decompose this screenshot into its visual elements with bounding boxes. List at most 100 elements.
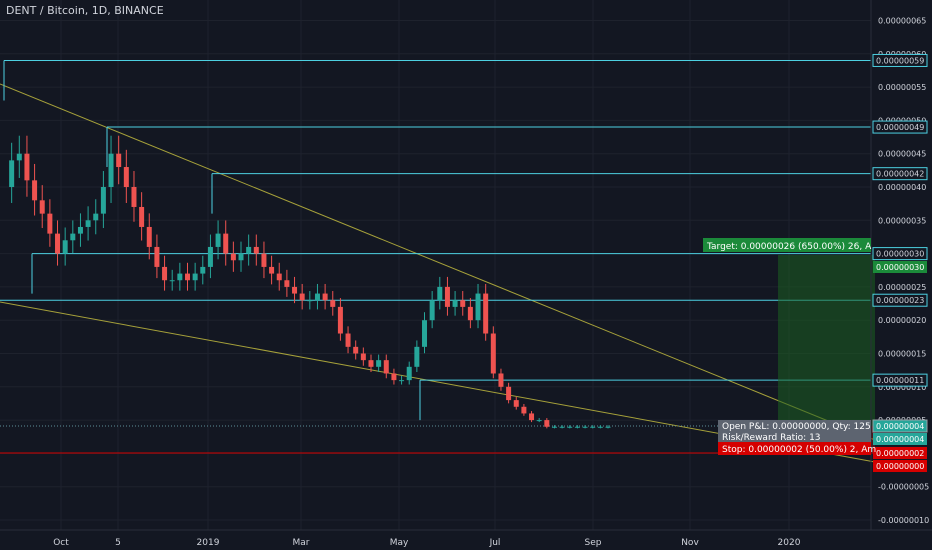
candle-body xyxy=(85,220,91,227)
time-tick-label: Oct xyxy=(53,538,69,548)
candle-body xyxy=(131,187,137,207)
candle-body xyxy=(574,426,580,428)
price-tag xyxy=(873,460,927,472)
price-tick-label: 0.00000015 xyxy=(878,350,926,359)
candle-body xyxy=(276,273,282,281)
level-tag xyxy=(872,373,928,387)
candle-body xyxy=(162,266,168,281)
level-tag-label: 0.00000049 xyxy=(876,123,924,132)
candle-body xyxy=(246,246,252,254)
time-tick-label: 2020 xyxy=(778,538,801,548)
candle-body xyxy=(605,426,611,428)
candle-body xyxy=(62,240,68,254)
price-tick-label: 0.00000040 xyxy=(878,183,926,192)
pnl-label-text: Open P&L: 0.00000000, Qty: 125 xyxy=(722,422,871,432)
price-tag-label: 0.00000004 xyxy=(876,422,924,431)
price-tags: 0.00000059 0.00000049 0.00000042 0.00000030… xyxy=(872,53,928,472)
candle-body xyxy=(230,253,236,261)
level-tag-label: 0.00000042 xyxy=(876,170,924,179)
candle-body xyxy=(551,426,557,428)
level-tag xyxy=(872,293,928,307)
candle-body xyxy=(536,420,542,422)
candle-body xyxy=(422,320,428,347)
target-zone xyxy=(778,255,875,426)
level-tag-label: 0.00000023 xyxy=(876,296,924,305)
candle-body xyxy=(444,286,450,307)
candle-body xyxy=(337,306,343,334)
price-tick-label: 0.00000055 xyxy=(878,83,926,92)
level-tag xyxy=(872,120,928,134)
candle-body xyxy=(582,426,588,428)
time-axis[interactable]: Oct 5 2019 Mar May Jul Sep Nov 2020 xyxy=(53,538,801,548)
candle-body xyxy=(437,286,443,301)
candle-body xyxy=(261,253,267,267)
price-tick-label: 0.00000020 xyxy=(878,316,926,325)
price-tick-label: 0.00000010 xyxy=(878,383,926,392)
candle-body xyxy=(55,233,61,254)
target-label xyxy=(703,238,871,252)
candle-body xyxy=(292,286,298,294)
candle-body xyxy=(506,386,512,401)
candle-body xyxy=(597,426,603,428)
candle-body xyxy=(70,233,76,241)
candle-body xyxy=(284,280,290,287)
candle-body xyxy=(368,360,374,367)
price-tick-label: -0.00000010 xyxy=(878,516,929,525)
price-tick-label: -0.00000005 xyxy=(878,483,929,492)
price-tag-label: 0.00000000 xyxy=(876,462,924,471)
candle-body xyxy=(215,233,221,247)
price-tag-label: 0.00000002 xyxy=(876,449,924,458)
candle-body xyxy=(467,306,473,321)
candle-body xyxy=(460,300,466,307)
time-tick-label: May xyxy=(390,538,409,548)
candle-body xyxy=(47,213,53,234)
price-tick-label: 0.00000045 xyxy=(878,150,926,159)
candle-body xyxy=(590,426,596,428)
candle-body xyxy=(383,360,389,374)
candle-body xyxy=(192,273,198,281)
candle-body xyxy=(146,226,152,247)
stop-label xyxy=(718,442,871,455)
candle-body xyxy=(299,293,305,301)
candle-body xyxy=(559,426,565,428)
candle-body xyxy=(32,180,38,201)
candle-body xyxy=(498,373,504,387)
candle-body xyxy=(529,413,535,421)
candle-body xyxy=(513,400,519,407)
candle-body xyxy=(544,420,550,427)
candle-body xyxy=(483,293,489,334)
candle-body xyxy=(24,153,30,181)
horizontal-levels xyxy=(0,59,871,421)
candle-body xyxy=(399,380,405,382)
time-tick-label: Nov xyxy=(681,538,699,548)
price-tag-label: 0.00000030 xyxy=(876,263,924,272)
candle-body xyxy=(223,233,229,254)
candle-body xyxy=(253,246,259,254)
time-tick-label: 2019 xyxy=(197,538,220,548)
candle-body xyxy=(77,226,83,234)
candle-body xyxy=(116,153,122,168)
candle-body xyxy=(360,353,366,361)
price-tick-label: 0.00000035 xyxy=(878,216,926,225)
candle-body xyxy=(353,346,359,354)
target-label-text: Target: 0.00000026 (650.00%) 26, A xyxy=(706,242,872,252)
candle-body xyxy=(207,246,213,267)
candle-body xyxy=(200,266,206,274)
candle-body xyxy=(322,293,328,301)
price-tag xyxy=(873,433,927,445)
position-labels: Target: 0.00000026 (650.00%) 26, A Open P… xyxy=(703,238,876,455)
time-tick-label: Mar xyxy=(293,538,310,548)
candle-body xyxy=(16,153,22,161)
candle-body xyxy=(475,293,481,321)
candle-body xyxy=(269,266,275,274)
candle-body xyxy=(9,160,15,187)
candle-body xyxy=(314,293,320,301)
price-tag-label: 0.00000004 xyxy=(876,435,924,444)
candle-body xyxy=(39,200,45,214)
time-tick-label: Sep xyxy=(585,538,602,548)
candle-body xyxy=(139,206,145,227)
candle-body xyxy=(123,167,129,187)
candle-body xyxy=(93,213,99,221)
